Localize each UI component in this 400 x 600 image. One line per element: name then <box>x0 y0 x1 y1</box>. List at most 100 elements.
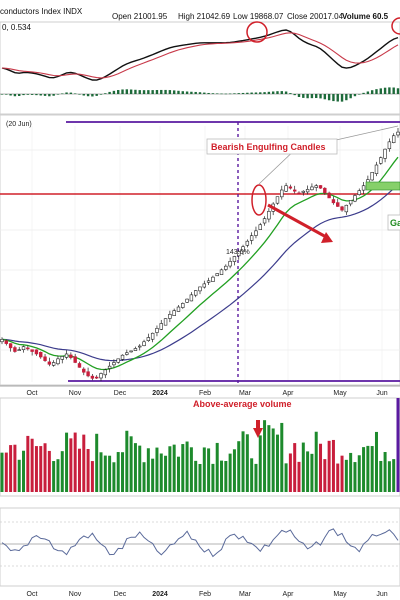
candle-body <box>331 199 336 204</box>
month-tick-label: Feb <box>199 390 211 397</box>
histogram-bar <box>392 87 395 94</box>
histogram-bar <box>310 94 314 99</box>
volume-bar <box>168 446 172 492</box>
volume-bar <box>198 463 202 492</box>
volume-bar <box>297 461 301 492</box>
candle-body <box>353 195 357 202</box>
volume-bar <box>362 447 366 492</box>
gap-callout-box <box>387 214 400 231</box>
histogram-bar <box>353 94 357 97</box>
candle-body <box>21 346 26 351</box>
down-trend-arrow <box>267 203 329 240</box>
ohlc-high: High 21042.69 <box>178 12 231 21</box>
histogram-bar <box>293 94 296 96</box>
volume-bar <box>146 448 150 492</box>
histogram-bar <box>43 94 47 96</box>
candle-body <box>249 235 254 241</box>
volume-bar <box>56 459 60 492</box>
signal-line <box>1 32 399 79</box>
histogram-bar <box>147 90 150 94</box>
volume-bar <box>129 436 133 492</box>
histogram-bar <box>228 93 232 95</box>
volume-bar <box>245 434 249 492</box>
candle-body <box>241 246 245 252</box>
candle-body <box>64 353 69 358</box>
volume-bar <box>0 452 4 492</box>
candle-body <box>47 361 52 365</box>
histogram-bar <box>315 94 318 99</box>
candle-body <box>150 332 155 340</box>
volume-arrow <box>253 428 263 438</box>
volume-bar <box>189 447 193 492</box>
volume-bar <box>336 463 340 492</box>
histogram-bar <box>220 93 223 95</box>
volume-bar <box>392 459 396 492</box>
volume-bar <box>116 452 120 492</box>
histogram-bar <box>388 87 391 94</box>
candle-body <box>163 318 168 326</box>
histogram-bar <box>39 94 42 96</box>
histogram-bar <box>267 91 271 94</box>
candle-body <box>34 349 39 355</box>
month-tick-label: May <box>333 591 347 598</box>
volume-bar <box>258 435 262 492</box>
histogram-bar <box>302 94 305 98</box>
volume-bar <box>60 451 64 492</box>
volume-bar <box>9 445 13 492</box>
candle-body <box>56 358 60 365</box>
volume-bar <box>366 445 370 492</box>
histogram-bar <box>168 90 172 94</box>
month-tick-label: Oct <box>27 390 38 397</box>
histogram-bar <box>26 94 30 95</box>
candle-body <box>292 189 297 192</box>
volume-callout-text: Above-average volume <box>193 399 292 409</box>
volume-bar <box>383 452 387 492</box>
histogram-bar <box>370 90 374 94</box>
histogram-bar <box>52 94 55 96</box>
candle-body <box>8 343 13 349</box>
candle-body <box>344 204 349 213</box>
histogram-bar <box>349 94 352 99</box>
candle-body <box>357 190 361 195</box>
volume-bar <box>39 446 43 492</box>
volume-bar <box>86 448 90 492</box>
histogram-bar <box>263 92 266 94</box>
month-tick-label: Nov <box>69 591 82 598</box>
candle-body <box>133 348 138 351</box>
histogram-bar <box>319 94 322 99</box>
histogram-bar <box>362 92 365 94</box>
candle-body <box>245 240 250 246</box>
histogram-bar <box>259 92 262 94</box>
candle-body <box>288 186 293 189</box>
volume-bar <box>379 460 383 492</box>
candle-body <box>280 189 284 198</box>
month-tick-label: Dec <box>114 390 127 397</box>
histogram-bar <box>185 91 189 94</box>
candle-body <box>168 314 172 319</box>
volume-panel-border <box>0 397 400 497</box>
histogram-bar <box>104 93 107 94</box>
candle-body <box>340 206 344 211</box>
month-tick-label: Jun <box>376 390 387 397</box>
candle-body <box>314 185 318 188</box>
volume-bar <box>82 434 86 492</box>
candle-body <box>99 373 103 379</box>
histogram-bar <box>276 91 279 94</box>
volume-bar <box>176 456 180 492</box>
candle-body <box>391 135 396 143</box>
candle-body <box>237 251 241 257</box>
volume-bar <box>138 445 142 492</box>
histogram-bar <box>284 91 288 94</box>
price-panel: (20 Jun) Bearish Engulfing Candles Ga 14… <box>0 114 400 397</box>
candle-body <box>396 131 400 136</box>
volume-bar <box>65 432 69 492</box>
volume-bar <box>125 430 129 492</box>
volume-bar <box>275 434 279 492</box>
histogram-bar <box>297 94 301 97</box>
histogram-bar <box>358 94 361 95</box>
histogram-bar <box>138 90 141 94</box>
histogram-bar <box>112 90 116 94</box>
volume-bars <box>0 420 400 492</box>
month-tick-label: Dec <box>114 591 127 598</box>
